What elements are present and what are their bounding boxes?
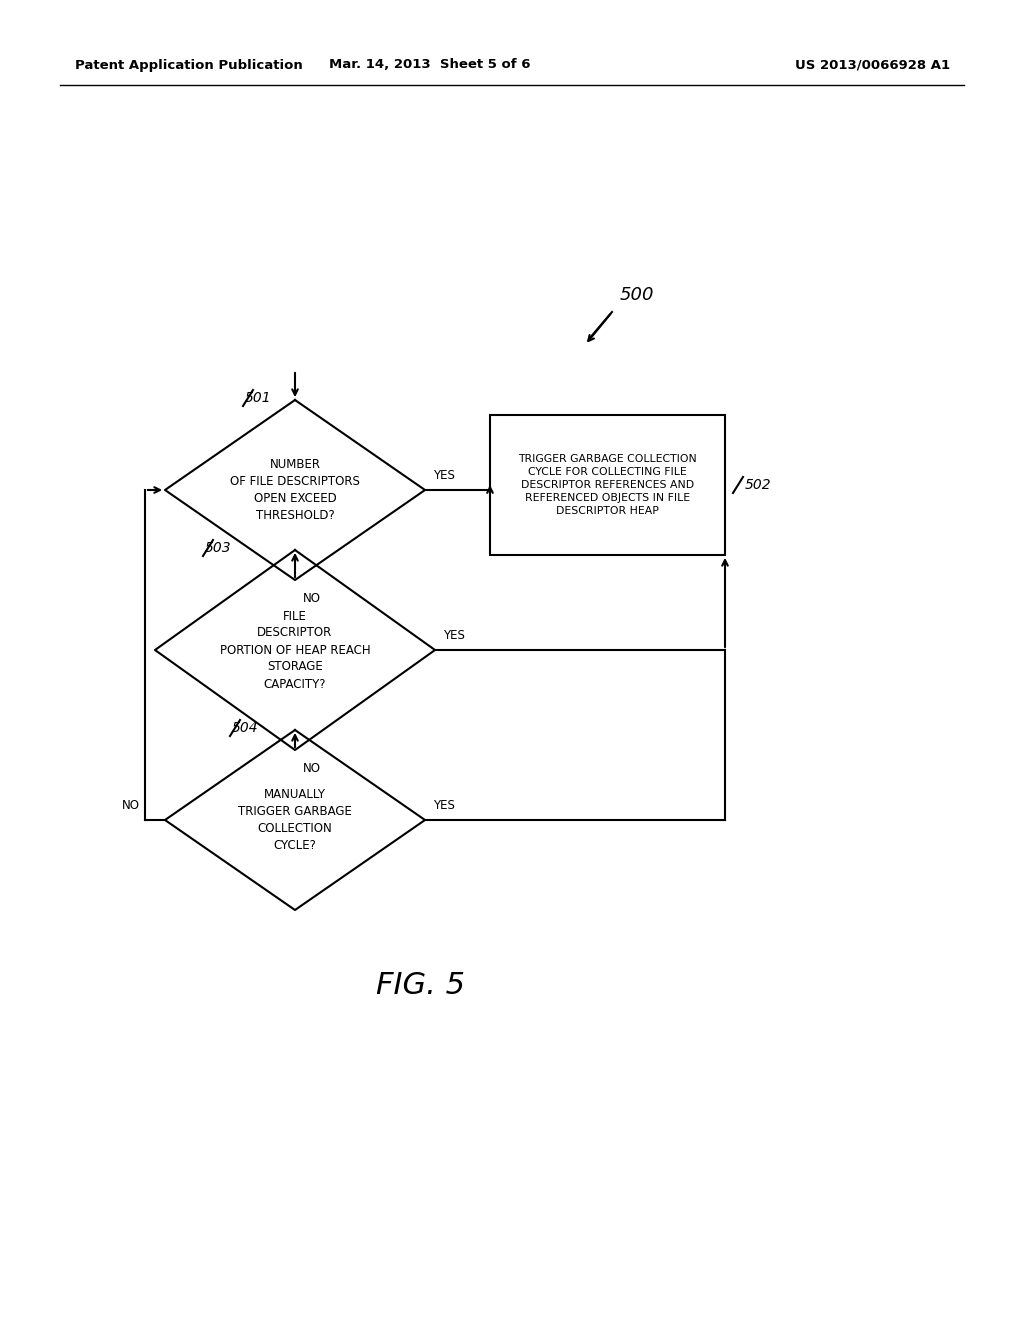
Text: YES: YES [433,469,455,482]
Text: 502: 502 [745,478,772,492]
Text: FIG. 5: FIG. 5 [376,970,465,999]
Text: FILE
DESCRIPTOR
PORTION OF HEAP REACH
STORAGE
CAPACITY?: FILE DESCRIPTOR PORTION OF HEAP REACH ST… [220,610,371,690]
Text: TRIGGER GARBAGE COLLECTION
CYCLE FOR COLLECTING FILE
DESCRIPTOR REFERENCES AND
R: TRIGGER GARBAGE COLLECTION CYCLE FOR COL… [518,454,697,516]
Text: 500: 500 [620,286,654,304]
Text: 501: 501 [245,391,271,405]
Text: NO: NO [303,762,321,775]
Text: YES: YES [433,799,455,812]
Text: Patent Application Publication: Patent Application Publication [75,58,303,71]
Bar [490,414,725,554]
Text: 503: 503 [205,541,231,554]
Text: Mar. 14, 2013  Sheet 5 of 6: Mar. 14, 2013 Sheet 5 of 6 [330,58,530,71]
Text: 504: 504 [232,721,259,735]
Text: NO: NO [303,591,321,605]
Text: MANUALLY
TRIGGER GARBAGE
COLLECTION
CYCLE?: MANUALLY TRIGGER GARBAGE COLLECTION CYCL… [238,788,352,851]
Text: YES: YES [443,630,465,642]
Text: US 2013/0066928 A1: US 2013/0066928 A1 [795,58,950,71]
Text: NO: NO [122,799,140,812]
Text: NUMBER
OF FILE DESCRIPTORS
OPEN EXCEED
THRESHOLD?: NUMBER OF FILE DESCRIPTORS OPEN EXCEED T… [230,458,360,521]
